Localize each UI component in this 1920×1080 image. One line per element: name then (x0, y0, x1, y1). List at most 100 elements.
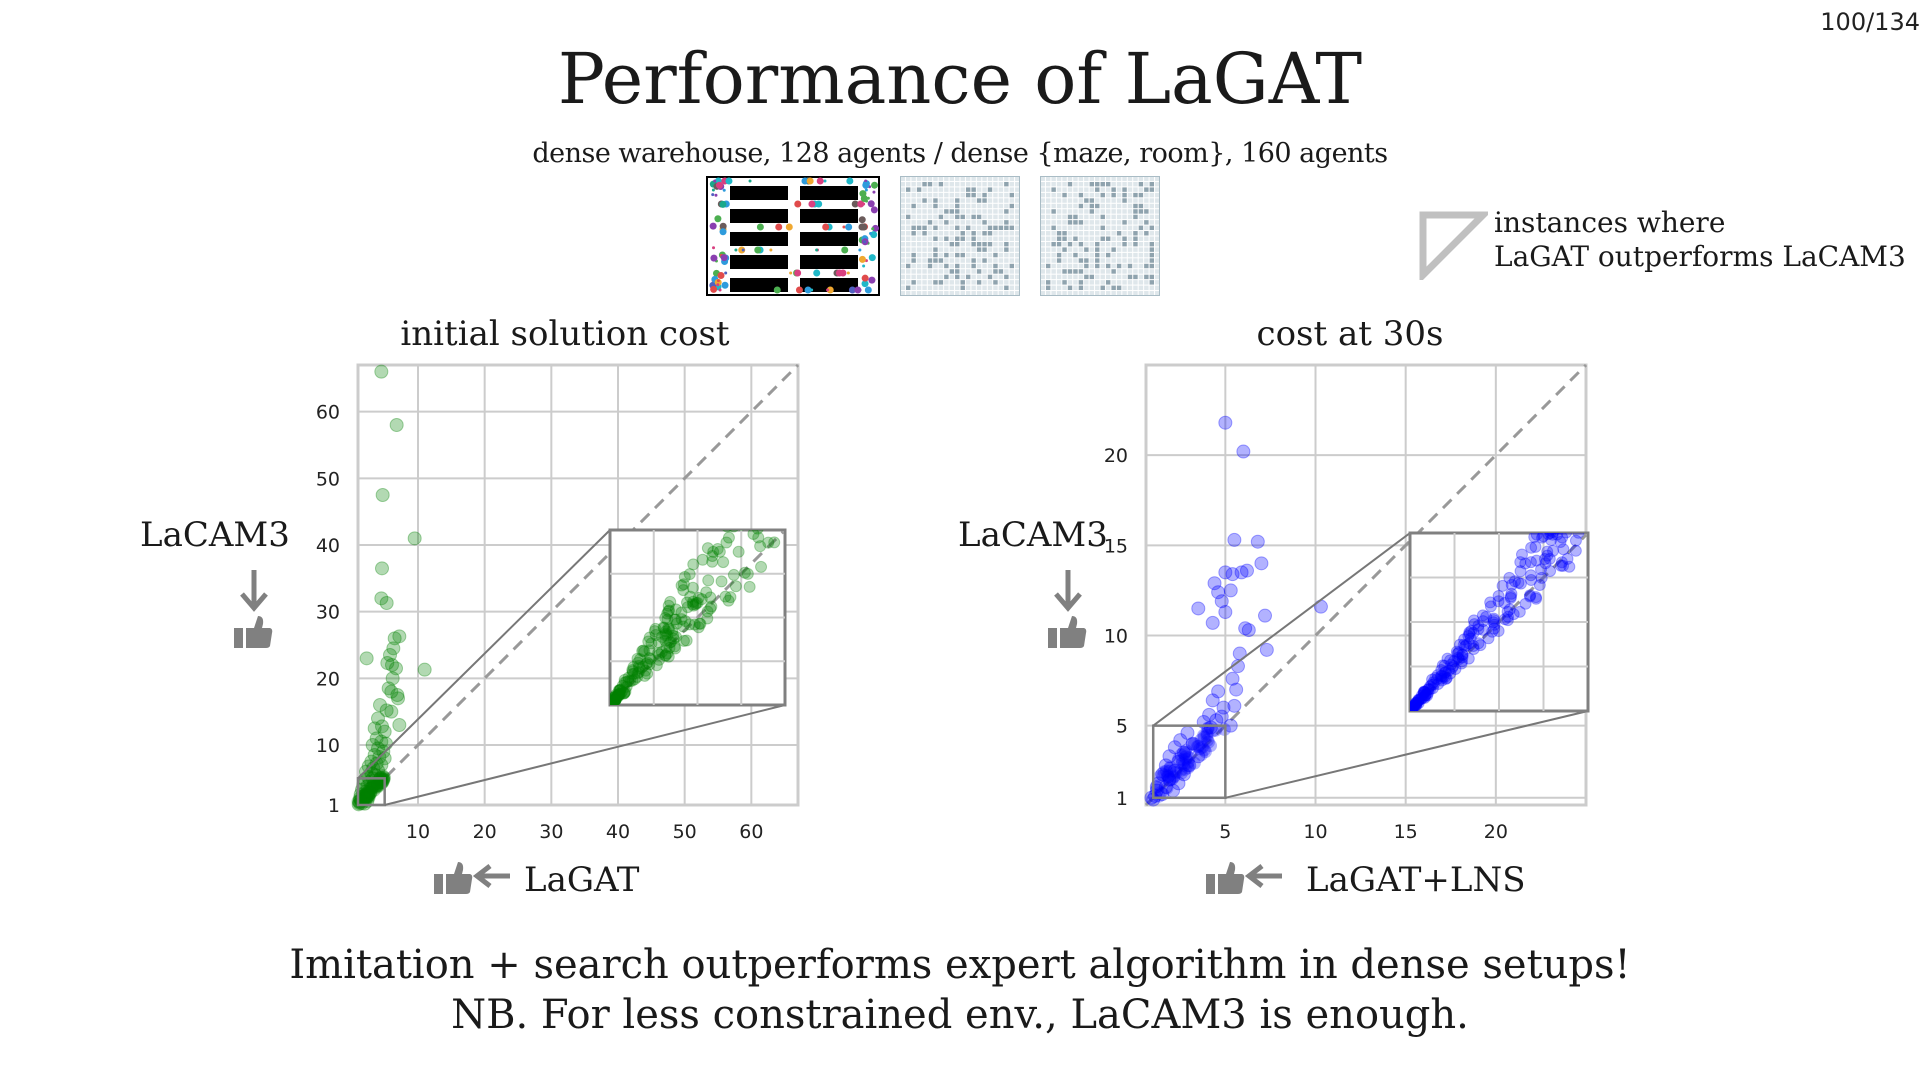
map-cell (982, 198, 986, 202)
map-cell (901, 269, 905, 273)
map-cell (917, 198, 921, 202)
map-cell (1155, 220, 1159, 224)
map-cell (1144, 291, 1148, 295)
map-cell (1150, 291, 1154, 295)
map-cell (906, 286, 910, 290)
map-cell (911, 280, 915, 284)
map-cell (950, 280, 954, 284)
map-cell (1068, 182, 1072, 186)
map-cell (993, 231, 997, 235)
map-cell (1057, 226, 1061, 230)
map-cell (1144, 264, 1148, 268)
map-cell (1079, 291, 1083, 295)
map-cell (1111, 198, 1115, 202)
map-cell (1095, 215, 1099, 219)
inset-data-point (1530, 592, 1541, 603)
map-cell (1155, 286, 1159, 290)
map-cell (901, 253, 905, 257)
map-cell (1095, 182, 1099, 186)
map-cell (1139, 198, 1143, 202)
map-cell (1139, 291, 1143, 295)
map-cell (1057, 275, 1061, 279)
map-cell (911, 226, 915, 230)
map-cell (939, 269, 943, 273)
map-cell (1111, 226, 1115, 230)
map-cell (1106, 286, 1110, 290)
map-cell (1046, 291, 1050, 295)
map-cell (928, 237, 932, 241)
x-tick-label: 50 (673, 821, 697, 843)
map-cell (1015, 269, 1019, 273)
map-cell (977, 231, 981, 235)
map-cell (917, 247, 921, 251)
map-cell (1111, 220, 1115, 224)
map-cell (901, 258, 905, 262)
map-cell (1015, 247, 1019, 251)
map-cell (1122, 226, 1126, 230)
map-cell (999, 275, 1003, 279)
map-cell (917, 177, 921, 181)
map-cell (928, 269, 932, 273)
map-cell (922, 177, 926, 181)
map-cell (1101, 204, 1105, 208)
map-cell (1150, 247, 1154, 251)
agent (817, 178, 824, 185)
map-cell (999, 177, 1003, 181)
map-cell (1015, 215, 1019, 219)
map-cell (950, 253, 954, 257)
map-cell (1084, 209, 1088, 213)
chart2-scatter: 5 10 15 2015101520 (1090, 355, 1620, 855)
data-point (393, 630, 406, 643)
map-cell (1117, 258, 1121, 262)
agent (845, 224, 852, 231)
map-cell (906, 226, 910, 230)
map-cell (1095, 226, 1099, 230)
map-cell (1062, 258, 1066, 262)
map-cell (961, 193, 965, 197)
data-point (1196, 741, 1209, 754)
map-cell (1068, 291, 1072, 295)
map-cell (1106, 187, 1110, 191)
map-cell (1150, 215, 1154, 219)
map-cell (901, 209, 905, 213)
map-cell (1155, 242, 1159, 246)
map-cell (1111, 237, 1115, 241)
thumbs-up-icon (434, 862, 472, 894)
map-cell (1090, 286, 1094, 290)
agent (846, 178, 853, 185)
map-cell (1073, 291, 1077, 295)
inset-data-point (676, 580, 687, 591)
map-cell (1101, 209, 1105, 213)
map-cell (1068, 187, 1072, 191)
map-cell (1079, 253, 1083, 257)
arrow-left-icon (1249, 866, 1282, 886)
map-cell (901, 291, 905, 295)
map-cell (1095, 264, 1099, 268)
map-cell (1155, 280, 1159, 284)
map-cell (911, 198, 915, 202)
map-cell (1015, 209, 1019, 213)
map-cell (1101, 280, 1105, 284)
map-cell (1150, 242, 1154, 246)
map-cell (961, 187, 965, 191)
map-cell (1010, 247, 1014, 251)
map-cell (1101, 226, 1105, 230)
agent (719, 289, 722, 292)
map-cell (999, 286, 1003, 290)
map-cell (1139, 215, 1143, 219)
map-cell (1004, 177, 1008, 181)
map-cell (1101, 177, 1105, 181)
map-cell (977, 275, 981, 279)
map-cell (1041, 215, 1045, 219)
inset-data-point (1421, 689, 1432, 700)
map-cell (1010, 253, 1014, 257)
map-cell (950, 264, 954, 268)
data-point (392, 692, 405, 705)
map-cell (906, 280, 910, 284)
map-cell (1084, 291, 1088, 295)
map-cell (944, 204, 948, 208)
map-cell (1117, 209, 1121, 213)
chart2-title: cost at 30s (1100, 314, 1600, 354)
map-cell (999, 226, 1003, 230)
agent (862, 265, 865, 268)
